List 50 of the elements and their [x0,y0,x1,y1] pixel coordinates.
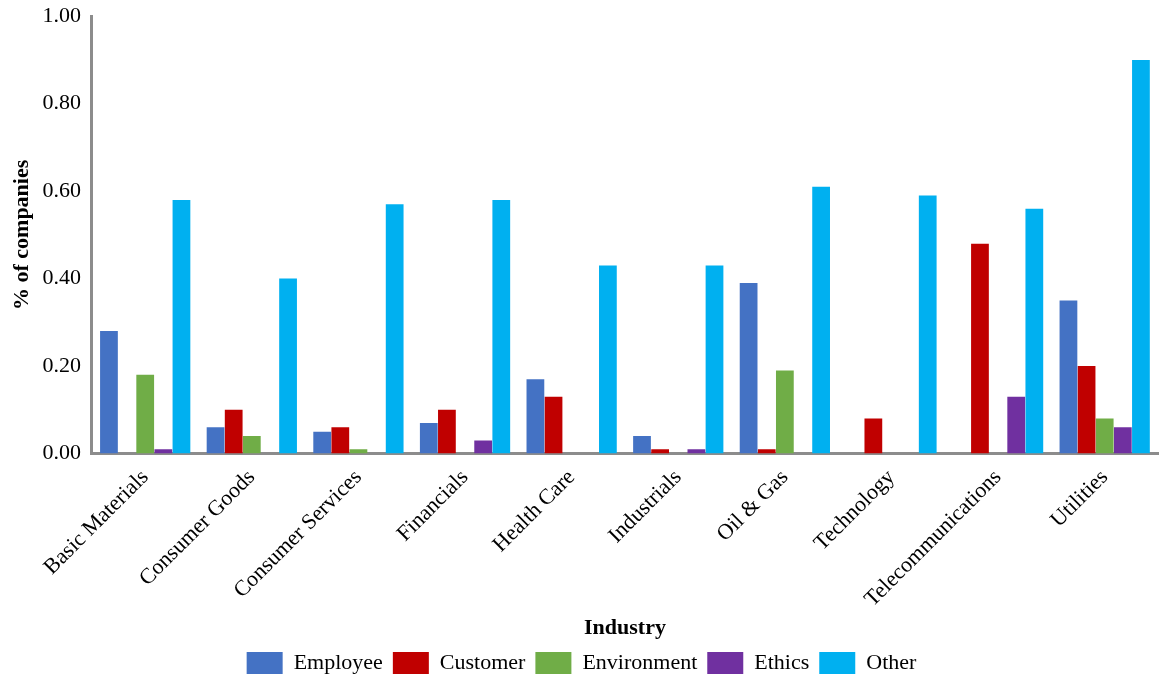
bar [775,370,794,454]
bar [172,199,191,454]
y-tick-label: 0.00 [42,439,81,465]
bar [687,449,706,454]
y-axis-title: % of companies [7,159,33,311]
bar [633,436,651,454]
y-tick-label: 0.20 [42,351,81,377]
x-tick-label: Oil & Gas [710,463,793,546]
bar [526,379,545,454]
bar [1007,396,1026,454]
bar [279,278,297,454]
bar [1077,366,1096,454]
bar [918,195,937,454]
y-tick-label: 0.80 [42,89,81,115]
bar [242,436,261,454]
legend-label: Environment [582,648,698,674]
y-tick-label: 0.60 [42,176,81,202]
legend-label: Customer [439,648,527,674]
y-tick-label: 0.40 [42,264,81,290]
bar [599,265,617,454]
bar [224,409,243,454]
bar [757,449,776,454]
bar [206,427,225,454]
bar [1025,208,1044,454]
legend-label: Other [866,648,918,674]
bar [1059,300,1078,454]
bar [1095,418,1114,454]
bar [313,431,332,454]
bar [651,449,670,454]
bar [971,243,989,454]
bar [419,422,438,454]
y-tick-label: 1.00 [42,1,81,27]
bar [864,418,883,454]
bar [474,440,493,454]
bar [812,186,830,454]
bar [705,265,724,454]
bar [100,331,118,454]
bar [1132,59,1150,454]
bar [154,449,173,454]
bar [438,409,456,454]
bar [136,374,155,454]
bar [331,427,350,454]
bar [544,396,563,454]
legend-label: Ethics [754,648,810,674]
bar [492,199,511,454]
x-axis-title: Industry [583,614,666,640]
bar [385,204,404,454]
legend-label: Employee [293,648,383,674]
bar [739,282,758,454]
bar [1113,427,1132,454]
